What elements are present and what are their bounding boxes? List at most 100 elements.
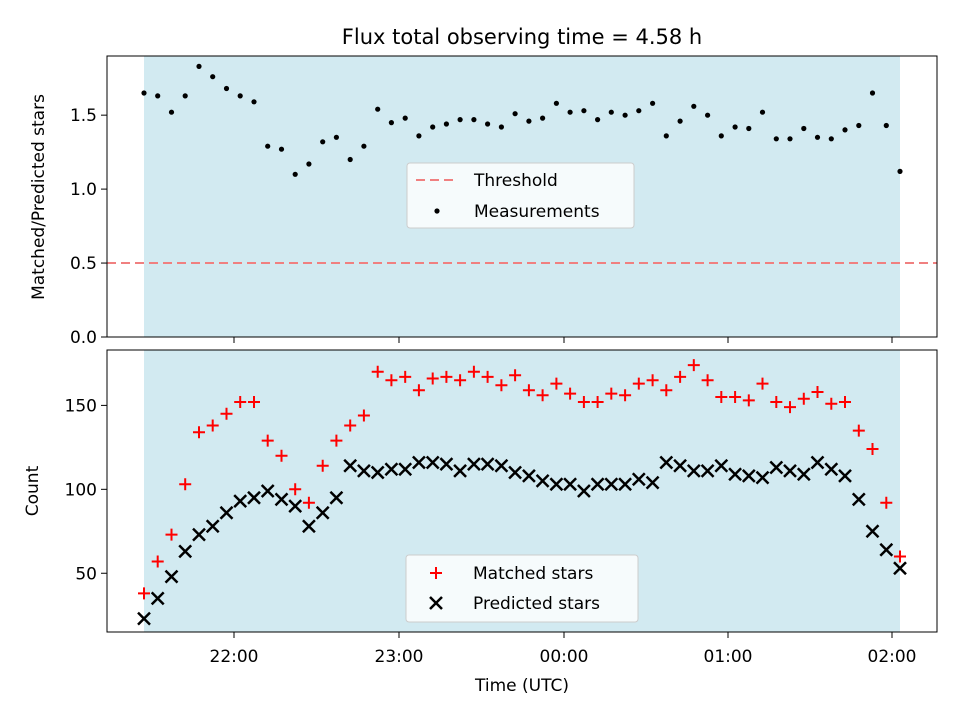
measurement-point <box>828 136 834 142</box>
measurement-point <box>237 93 243 99</box>
predicted-stars-point <box>893 561 907 576</box>
top-plot-frame <box>106 55 938 338</box>
matched-stars-point <box>811 386 824 398</box>
measurement-point <box>732 124 738 130</box>
measurement-point <box>787 136 793 142</box>
matched-stars-point <box>522 384 535 397</box>
predicted-stars-point <box>494 458 509 473</box>
matched-stars-point <box>248 396 260 408</box>
matched-stars-point <box>316 459 329 472</box>
matched-stars-point <box>440 370 453 383</box>
matched-stars-point <box>701 374 714 387</box>
predicted-stars-point <box>260 484 275 498</box>
bottom-y-tick-label: 100 <box>65 480 97 500</box>
measurement-point <box>498 124 504 130</box>
matched-stars-point <box>577 396 590 408</box>
matched-stars-point <box>852 424 865 437</box>
measurement-point <box>485 121 491 127</box>
measurement-point <box>856 122 862 129</box>
x-tick-label: 22:00 <box>210 647 259 667</box>
predicted-stars-point <box>549 477 564 492</box>
measurement-point <box>443 121 449 127</box>
predicted-stars-point <box>535 474 550 488</box>
predicted-stars-point <box>315 505 330 520</box>
matched-stars-point <box>261 434 274 447</box>
predicted-stars-point <box>274 492 289 507</box>
measurement-point <box>897 168 903 174</box>
predicted-stars-point <box>618 477 632 492</box>
predicted-stars-point <box>480 457 495 471</box>
matched-stars-point <box>536 389 549 402</box>
predicted-stars-point <box>343 458 358 473</box>
predicted-stars-point <box>851 492 866 507</box>
measurements-legend-swatch <box>434 208 440 214</box>
measurement-point <box>512 111 518 117</box>
matched-stars-point <box>770 396 783 408</box>
matched-stars-point <box>357 409 370 422</box>
matched-stars-point <box>330 434 343 447</box>
matched-stars-point <box>674 370 687 383</box>
top-legend-box <box>406 162 635 229</box>
measurement-point <box>320 139 326 145</box>
matched-stars-point <box>206 419 219 432</box>
matched-stars-point <box>866 443 879 455</box>
measurement-point <box>883 122 889 129</box>
bottom-x-axis: 22:00 23:00 00:00 01:00 02:00 <box>210 632 917 667</box>
predicted-stars-point <box>714 458 729 473</box>
matched-stars-point <box>220 407 233 420</box>
matched-stars-point <box>289 483 302 496</box>
measurement-point <box>526 118 532 124</box>
measurement-point <box>718 133 724 139</box>
measurement-point <box>278 146 285 152</box>
bottom-y-axis: 50 100 150 <box>65 396 107 584</box>
predicted-stars-point <box>824 462 839 477</box>
measurement-point <box>155 93 161 99</box>
measurement-point <box>361 143 367 149</box>
measurement-point <box>251 99 257 105</box>
predicted-stars-point <box>700 464 715 478</box>
predicted-legend-label: Predicted stars <box>473 594 600 614</box>
predicted-stars-point <box>604 477 619 492</box>
matched-stars-point <box>660 384 673 397</box>
top-y-tick-label: 0.0 <box>70 328 97 348</box>
measurements-legend-label: Measurements <box>474 202 600 222</box>
matched-stars-point <box>894 550 906 563</box>
measurement-point <box>567 109 573 115</box>
matched-legend-swatch <box>430 567 442 579</box>
predicted-legend-swatch <box>429 596 443 610</box>
measurement-point <box>141 90 147 96</box>
bottom-legend: Matched stars Predicted stars <box>405 554 639 623</box>
measurement-point <box>650 100 656 106</box>
measurement-point <box>691 103 697 109</box>
matched-stars-point <box>495 379 508 392</box>
predicted-stars-point <box>467 457 481 471</box>
predicted-stars-point <box>838 469 852 483</box>
predicted-stars-point <box>233 494 248 508</box>
measurement-point <box>375 106 381 112</box>
top-legend: Threshold Measurements <box>406 162 635 229</box>
predicted-stars-point <box>412 455 426 470</box>
measurement-point <box>223 85 230 92</box>
predicted-stars-point <box>741 469 756 483</box>
matched-stars-point <box>715 391 728 403</box>
predicted-stars-point <box>164 569 179 584</box>
matched-stars-point <box>591 396 604 408</box>
measurement-point <box>292 171 298 177</box>
predicted-stars-point <box>645 475 660 490</box>
top-x-ticks <box>233 337 893 343</box>
predicted-stars-point <box>370 465 385 480</box>
predicted-stars-point <box>810 455 825 470</box>
measurement-point <box>663 133 669 139</box>
top-y-tick-label: 1.0 <box>70 180 97 200</box>
predicted-stars-point <box>398 462 413 477</box>
matched-stars-point <box>193 426 205 439</box>
measurement-point <box>210 74 216 80</box>
matched-legend-label: Matched stars <box>473 564 593 584</box>
matched-stars-point <box>687 359 700 372</box>
measurement-point <box>347 156 353 163</box>
measurement-point <box>540 115 546 121</box>
bottom-plot-frame <box>106 349 938 633</box>
predicted-stars-point <box>453 464 467 478</box>
bottom-y-axis-label: Count <box>23 465 43 516</box>
predicted-stars-point <box>686 464 701 478</box>
